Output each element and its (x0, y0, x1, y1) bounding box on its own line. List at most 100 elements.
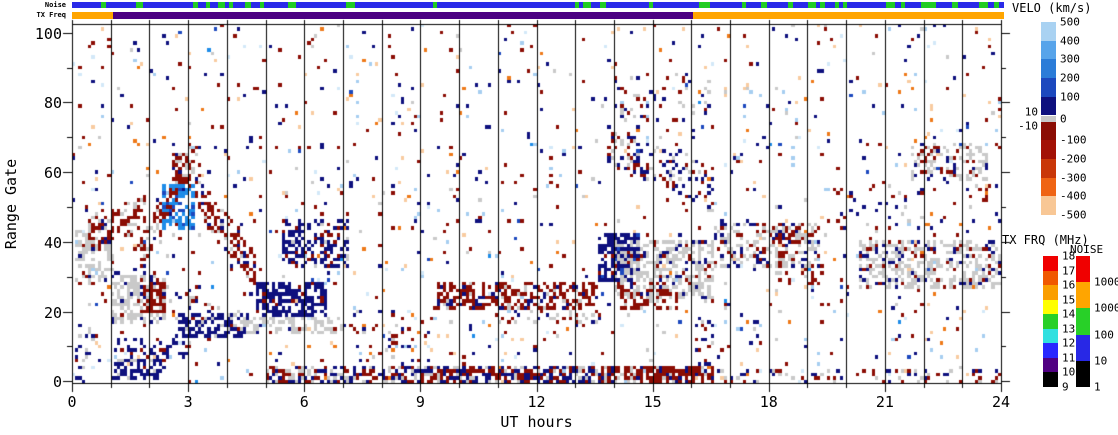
noise-strip-green-segment (101, 2, 107, 8)
noise-strip-green-segment (582, 2, 591, 8)
velo-colorbar-segment (1041, 158, 1056, 178)
txfrq-scale-label: 18 (1062, 249, 1076, 263)
txfrq-scale-label: 12 (1062, 336, 1076, 350)
noise-scale-label: 10 (1094, 354, 1108, 368)
txfrq-colorbar-segment (1043, 357, 1058, 373)
noise-strip-green-segment (136, 2, 143, 8)
velo-scale-label: 500 (1060, 15, 1080, 29)
y-tick-label: 60 (43, 164, 62, 183)
velo-colorbar-segment (1041, 115, 1056, 122)
velo-scale-label: -200 (1060, 152, 1087, 166)
x-tick-label: 21 (875, 393, 894, 411)
noise-strip-green-segment (835, 2, 840, 8)
x-tick-label: 15 (643, 393, 662, 411)
velo-scale-label: -500 (1060, 208, 1087, 222)
velo-colorbar-segment (1041, 22, 1056, 41)
noise-strip-green-segment (193, 2, 199, 8)
noise-strip-green-segment (761, 2, 768, 8)
noise-colorbar-segment (1076, 282, 1090, 309)
noise-strip-green-segment (951, 2, 959, 8)
noise-strip-green-segment (807, 2, 816, 8)
noise-strip-green-segment (699, 2, 710, 8)
noise-strip-green-segment (819, 2, 826, 8)
y-tick-label: 80 (43, 94, 62, 113)
velo-threshold-label: -10 (1018, 119, 1038, 133)
noise-strip-green-segment (287, 2, 297, 8)
txfrq-colorbar-title: TX FRQ (MHz) (1002, 233, 1089, 247)
x-tick-label: 0 (67, 393, 77, 411)
velo-colorbar (1041, 22, 1056, 215)
txfrq-colorbar-segment (1043, 328, 1058, 344)
velo-colorbar-segment (1041, 177, 1056, 197)
noise-strip-green-segment (574, 2, 580, 8)
noise-strip-green-segment (244, 2, 252, 8)
noise-strip-green-segment (978, 2, 989, 8)
txfreq-strip-segment (72, 12, 113, 19)
txfreq-strip-segment (112, 12, 694, 19)
noise-strip-green-segment (994, 2, 999, 8)
velo-scale-label: 0 (1060, 112, 1067, 125)
txfreq-strip-label: TX Freq (36, 11, 66, 19)
txfrq-scale-label: 16 (1062, 278, 1076, 292)
txfrq-scale-label: 11 (1062, 351, 1076, 365)
velo-colorbar-segment (1041, 96, 1056, 116)
velo-scale-label: -400 (1060, 189, 1087, 203)
txfrq-scale-label: 15 (1062, 293, 1076, 307)
noise-strip-green-segment (648, 2, 653, 8)
noise-strip-green-segment (345, 2, 355, 8)
velo-colorbar-title: VELO (km/s) (1012, 1, 1092, 15)
velo-colorbar-segment (1041, 140, 1056, 159)
noise-strip-green-segment (229, 2, 234, 8)
txfrq-scale-label: 13 (1062, 322, 1076, 336)
y-tick-label: 40 (43, 233, 62, 252)
noise-scale-label: 1 (1094, 380, 1101, 394)
noise-scale-label: 100 (1094, 328, 1114, 342)
txfrq-colorbar-segment (1043, 285, 1058, 300)
velo-colorbar-segment (1041, 40, 1056, 60)
noise-colorbar-segment (1076, 256, 1090, 283)
x-tick-label: 18 (759, 393, 778, 411)
velo-scale-label: -100 (1060, 133, 1087, 147)
noise-strip-green-segment (433, 2, 438, 8)
txfrq-scale-label: 10 (1062, 365, 1076, 379)
txfrq-colorbar-segment (1043, 256, 1058, 271)
noise-strip-green-segment (205, 2, 211, 8)
velo-scale-label: 400 (1060, 34, 1080, 48)
velo-colorbar-segment (1041, 121, 1056, 141)
txfrq-colorbar-segment (1043, 372, 1058, 388)
velo-threshold-label: 10 (1024, 105, 1038, 119)
noise-strip-green-segment (885, 2, 896, 8)
noise-scale-label: 10000 (1094, 275, 1118, 289)
y-tick-label: 100 (34, 24, 62, 43)
noise-strip-green-segment (741, 2, 747, 8)
noise-indicator-strip (72, 2, 1004, 8)
velo-colorbar-segment (1041, 78, 1056, 97)
txfreq-indicator-strip (72, 12, 1004, 19)
velo-scale-label: 300 (1060, 52, 1080, 66)
x-tick-label: 3 (183, 393, 193, 411)
noise-strip-green-segment (260, 2, 265, 8)
y-tick-label: 0 (52, 373, 62, 392)
txfrq-scale-label: 14 (1062, 307, 1076, 321)
noise-colorbar-title: NOISE (1070, 243, 1104, 256)
noise-colorbar-segment (1076, 360, 1090, 387)
velo-scale-label: 100 (1060, 90, 1080, 104)
txfrq-scale-label: 17 (1062, 264, 1076, 278)
x-tick-label: 6 (299, 393, 309, 411)
y-tick-label: 20 (43, 303, 62, 322)
x-axis-title: UT hours (500, 413, 573, 431)
noise-strip-label: Noise (44, 1, 66, 9)
txfrq-colorbar-segment (1043, 299, 1058, 315)
velo-scale-label: 200 (1060, 71, 1080, 85)
txfrq-colorbar-segment (1043, 343, 1058, 358)
noise-colorbar-segment (1076, 308, 1090, 335)
noise-colorbar (1076, 256, 1090, 387)
txfreq-strip-segment (693, 12, 1004, 19)
noise-strip-green-segment (600, 2, 607, 8)
txfrq-colorbar-segment (1043, 314, 1058, 329)
noise-strip-green-segment (920, 2, 937, 8)
velo-scale-label: -300 (1060, 171, 1087, 185)
x-tick-label: 12 (527, 393, 546, 411)
noise-strip-green-segment (217, 2, 226, 8)
